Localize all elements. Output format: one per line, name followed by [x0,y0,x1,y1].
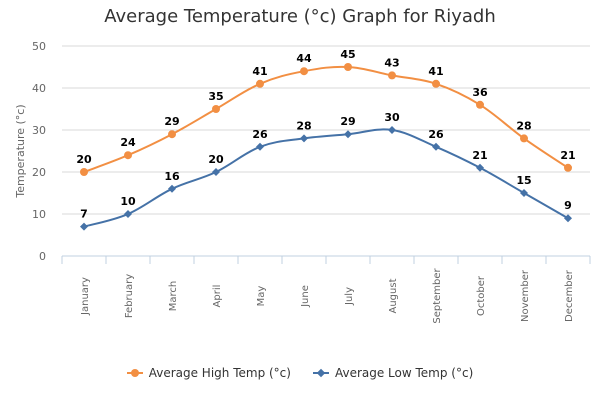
data-label: 20 [208,153,224,166]
data-point [564,214,572,223]
data-label: 20 [76,153,92,166]
data-point [256,142,264,151]
data-point [344,130,352,139]
legend-label: Average High Temp (°c) [148,366,291,380]
x-tick-label: October [476,275,487,316]
x-tick-label: January [80,277,91,316]
legend-label: Average Low Temp (°c) [334,366,474,380]
data-label: 35 [208,90,223,103]
data-label: 7 [80,208,88,221]
y-tick-label: 0 [39,250,46,263]
data-point [80,222,88,231]
data-label: 21 [472,149,487,162]
data-label: 30 [384,111,400,124]
series-line-2 [83,128,569,228]
y-tick-label: 50 [32,40,46,53]
data-label: 24 [120,136,136,149]
data-point [520,134,528,143]
data-point [124,151,132,160]
data-point [124,210,132,218]
series-line-1 [83,65,569,173]
data-point [212,168,220,176]
x-tick-label: December [564,269,575,322]
legend-item-1[interactable]: Average High Temp (°c) [126,366,291,380]
y-tick-label: 10 [32,208,46,221]
data-label: 9 [564,199,572,212]
circle-marker-icon [126,368,143,378]
legend: Average High Temp (°c) Average Low Temp (… [0,366,600,380]
x-tick-label: March [168,281,179,311]
data-label: 16 [164,170,180,183]
data-point [388,126,396,134]
y-tick-label: 20 [32,166,46,179]
data-point [168,130,176,139]
data-point [476,100,484,109]
data-point [168,184,176,193]
data-label: 41 [252,65,267,78]
x-tick-label: February [124,274,135,318]
data-point [476,163,484,172]
data-label: 29 [164,115,179,128]
data-point [344,63,352,71]
data-label: 28 [516,119,531,132]
x-tick-label: June [300,285,311,308]
chart-title: Average Temperature (°c) Graph for Riyad… [104,6,496,27]
data-label: 26 [428,128,444,141]
y-axis-label: Temperature (°c) [14,104,27,198]
x-tick-label: September [432,267,443,323]
data-label: 44 [296,52,312,65]
data-label: 28 [296,119,311,132]
x-tick-label: May [256,286,267,307]
x-tick-label: August [388,278,399,313]
data-point [80,168,88,176]
data-point [212,105,220,113]
data-label: 10 [120,195,136,208]
data-label: 43 [384,56,399,69]
data-point [300,67,308,76]
diamond-marker-icon [312,368,329,378]
data-point [564,163,572,172]
data-point [256,79,264,88]
y-tick-label: 30 [32,124,46,137]
data-label: 26 [252,128,268,141]
y-tick-label: 40 [32,82,46,95]
data-label: 21 [560,149,575,162]
data-label: 45 [340,48,355,61]
data-label: 41 [428,65,443,78]
data-label: 36 [472,86,488,99]
x-tick-label: July [344,287,355,306]
data-point [520,189,528,197]
data-label: 15 [516,174,531,187]
x-tick-label: April [212,285,223,308]
data-point [388,71,396,80]
data-label: 29 [340,115,355,128]
legend-item-2[interactable]: Average Low Temp (°c) [312,366,474,380]
data-point [432,79,440,88]
data-point [432,142,440,151]
x-tick-label: November [520,269,531,322]
data-point [300,134,308,143]
